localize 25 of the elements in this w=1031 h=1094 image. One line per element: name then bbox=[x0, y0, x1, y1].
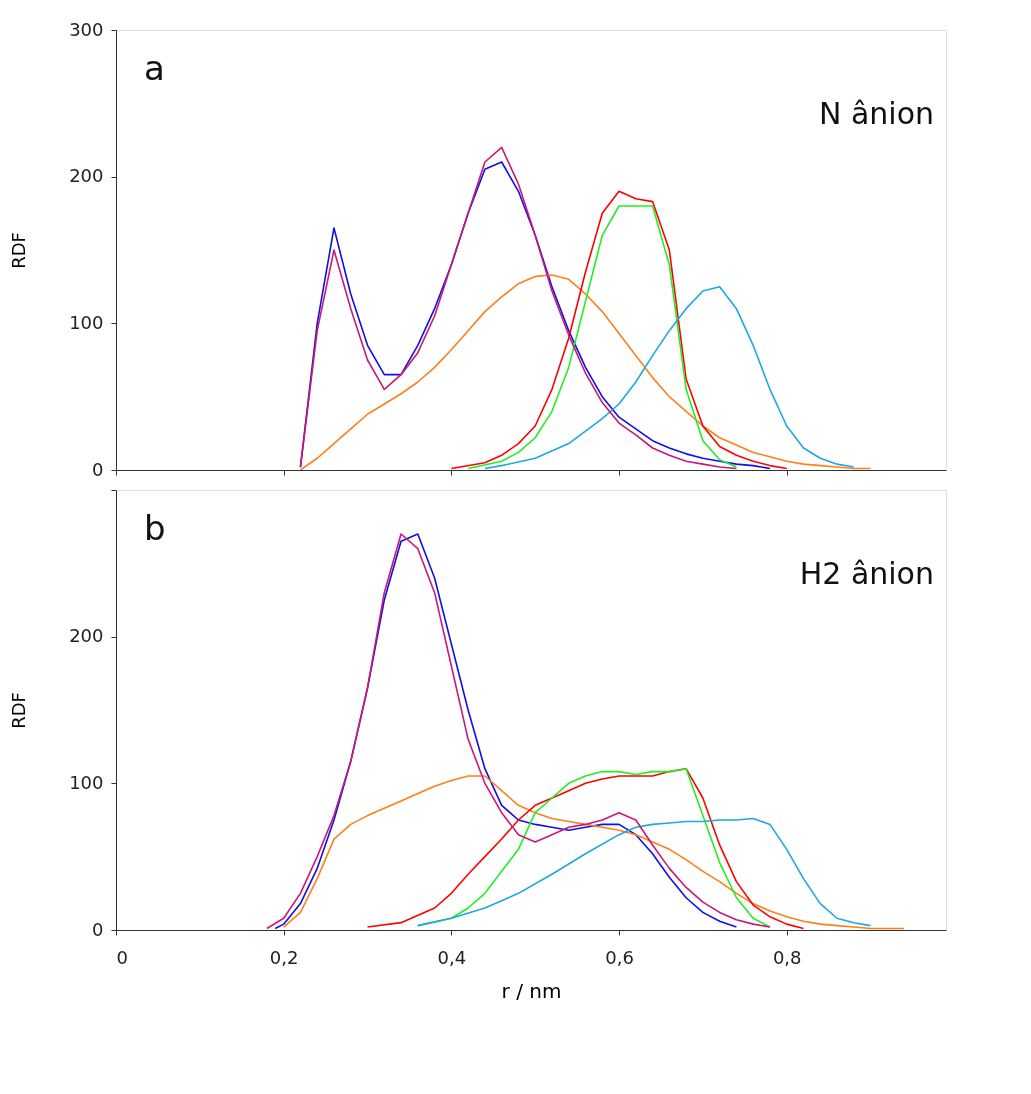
y-tick-label: 100 bbox=[69, 771, 104, 793]
line-series bbox=[484, 285, 855, 470]
annotation: N ânion bbox=[818, 96, 934, 131]
y-tick-label: 300 bbox=[69, 18, 104, 40]
x-axis-title: r / nm bbox=[501, 978, 562, 1003]
y-axis-title: RDF bbox=[8, 232, 30, 269]
y-tick-label: 200 bbox=[69, 165, 104, 187]
x-tick-label: 0,8 bbox=[772, 946, 802, 968]
annotation: b bbox=[144, 508, 166, 548]
line-series bbox=[417, 817, 872, 927]
y-tick-label: 0 bbox=[92, 918, 104, 940]
x-tick-label: 0,6 bbox=[605, 946, 634, 968]
line-series bbox=[299, 274, 872, 470]
line-series bbox=[467, 205, 738, 470]
y-tick-label: 100 bbox=[69, 311, 104, 333]
line-series bbox=[282, 775, 905, 930]
annotation: a bbox=[144, 48, 165, 88]
annotation: H2 ânion bbox=[799, 556, 934, 591]
x-tick-label: 0,4 bbox=[437, 946, 467, 968]
y-axis-title: RDF bbox=[8, 692, 30, 729]
y-tick-label: 200 bbox=[69, 625, 104, 647]
x-tick-label: 0 bbox=[116, 946, 128, 968]
y-tick-label: 0 bbox=[92, 458, 104, 480]
x-tick-label: 0,2 bbox=[269, 946, 299, 968]
line-series bbox=[450, 190, 788, 470]
